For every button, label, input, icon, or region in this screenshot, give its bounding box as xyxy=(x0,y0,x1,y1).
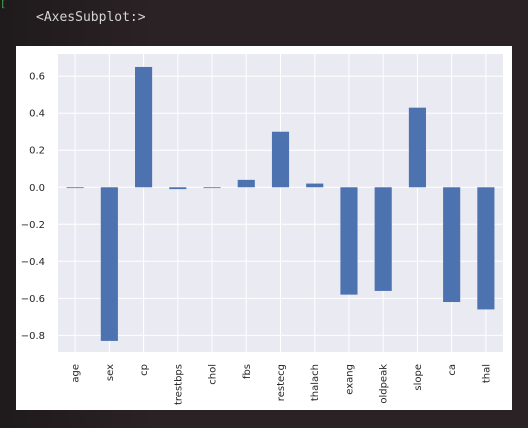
x-tick-label: slope xyxy=(413,364,424,391)
x-tick-label: trestbps xyxy=(173,364,184,405)
bar-restecg xyxy=(271,131,290,188)
bar-cp xyxy=(135,66,153,188)
x-tick-label: age xyxy=(71,364,82,383)
y-tick-label: 0.4 xyxy=(29,109,45,120)
x-tick-label: sex xyxy=(105,364,116,381)
output-prompt-marker: [ xyxy=(0,0,7,10)
bar-slope xyxy=(408,107,426,188)
bar-thalach xyxy=(306,183,324,188)
bar-trestbps xyxy=(169,187,187,190)
y-tick-label: −0.8 xyxy=(21,331,45,342)
x-tick-label: exang xyxy=(344,364,355,395)
bar-age xyxy=(66,187,84,189)
y-tick-label: 0.0 xyxy=(29,183,45,194)
bars xyxy=(66,66,495,341)
x-tick-label: ca xyxy=(447,364,458,376)
bar-fbs xyxy=(237,179,255,188)
bar-ca xyxy=(443,187,461,303)
x-tick-label: thalach xyxy=(310,364,321,401)
bar-chart: −0.8 −0.6 −0.4 −0.2 0.0 0.2 0.4 0.6 age sex cp tre… xyxy=(21,54,503,405)
y-tick-label: −0.6 xyxy=(21,294,45,305)
x-tick-label: oldpeak xyxy=(379,364,390,404)
bar-sex xyxy=(100,187,118,341)
bar-exang xyxy=(340,187,358,295)
cell-output-text: <AxesSubplot:> xyxy=(36,10,146,25)
x-tick-label: chol xyxy=(208,364,219,385)
y-tick-label: −0.2 xyxy=(21,220,45,231)
x-tick-label: thal xyxy=(481,364,492,383)
bar-chol xyxy=(203,187,221,189)
x-tick-label: cp xyxy=(139,364,150,376)
x-gridlines xyxy=(74,54,487,352)
bar-thal xyxy=(477,187,495,310)
y-tick-label: 0.2 xyxy=(29,146,45,157)
bar-oldpeak xyxy=(374,187,392,291)
chart-figure: −0.8 −0.6 −0.4 −0.2 0.0 0.2 0.4 0.6 age sex cp tre… xyxy=(16,46,512,410)
x-tick-label: restecg xyxy=(276,364,287,401)
x-tick-labels: age sex cp trestbps chol fbs restecg thalach exa… xyxy=(71,364,493,405)
x-tick-label: fbs xyxy=(242,364,253,379)
y-tick-label: 0.6 xyxy=(29,72,45,83)
y-tick-labels: −0.8 −0.6 −0.4 −0.2 0.0 0.2 0.4 0.6 xyxy=(21,72,45,342)
y-tick-label: −0.4 xyxy=(21,257,45,268)
